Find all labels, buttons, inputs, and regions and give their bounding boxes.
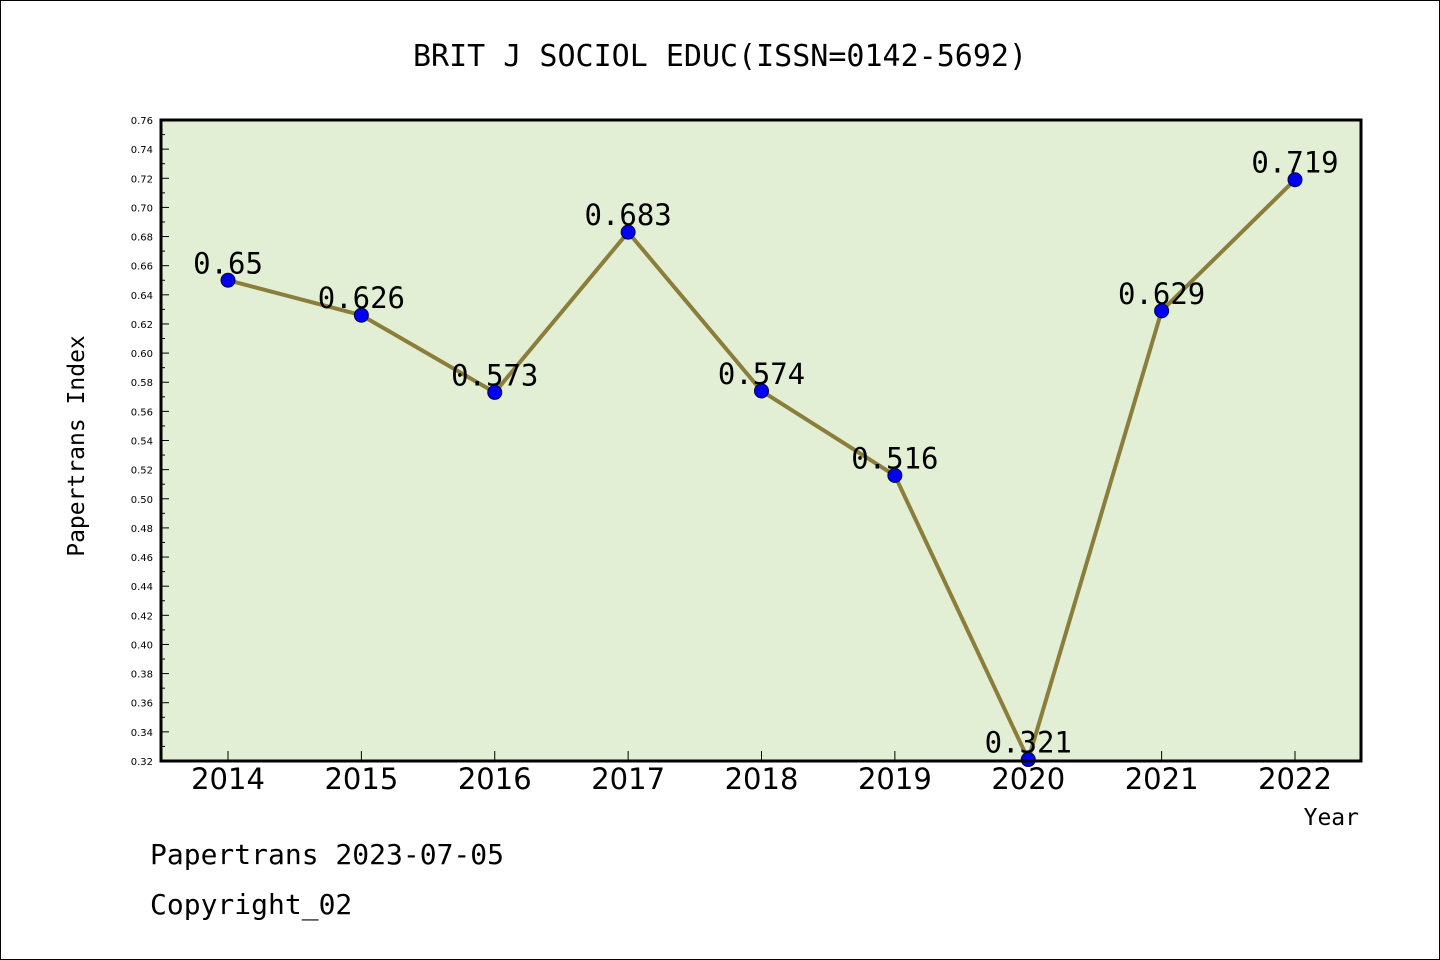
y-tick-label: 0.38 [131, 670, 153, 681]
y-tick-label: 0.70 [131, 203, 153, 214]
marker-group [220, 172, 1303, 768]
data-point-marker [620, 224, 636, 240]
y-axis: 0.32 0.34 0.36 0.38 0.40 0.42 0.44 0.46 0.48 0.50… [131, 116, 169, 768]
data-point-marker [487, 384, 503, 400]
data-label: 0.516 [851, 441, 938, 475]
y-tick-label: 0.72 [131, 174, 153, 185]
data-point-marker [353, 307, 369, 323]
data-point-marker [754, 383, 769, 399]
y-axis-label: Papertrans Index [64, 335, 90, 557]
x-tick-label: 2014 [191, 762, 265, 796]
y-tick-label: 0.40 [131, 640, 153, 651]
y-tick-label: 0.54 [131, 437, 153, 448]
data-point-marker [220, 272, 236, 288]
y-tick-label: 0.56 [131, 407, 153, 418]
x-axis-label: Year [1304, 805, 1359, 831]
y-tick-label: 0.34 [131, 728, 153, 739]
y-tick-label: 0.42 [131, 611, 153, 622]
footer-date: Papertrans 2023-07-05 [150, 838, 504, 871]
y-tick-label: 0.60 [131, 349, 153, 360]
data-label: 0.573 [451, 358, 538, 392]
y-tick-label: 0.68 [131, 233, 153, 244]
x-axis: 2014 2015 2016 2017 2018 2019 2020 2021 2022 [191, 751, 1332, 796]
data-label: 0.65 [193, 246, 263, 280]
data-point-marker [1154, 303, 1170, 319]
chart-title: BRIT J SOCIOL EDUC(ISSN=0142-5692) [413, 39, 1027, 74]
y-tick-label: 0.52 [131, 466, 153, 477]
x-tick-label: 2018 [725, 762, 799, 796]
data-label: 0.321 [985, 726, 1072, 760]
y-tick-label: 0.36 [131, 699, 153, 710]
data-point-marker [1287, 172, 1303, 188]
y-tick-label: 0.62 [131, 320, 153, 331]
data-label: 0.574 [718, 357, 805, 391]
y-tick-label: 0.66 [131, 262, 153, 273]
data-label: 0.683 [584, 198, 671, 232]
y-tick-label: 0.48 [131, 524, 153, 535]
y-tick-label: 0.46 [131, 553, 153, 564]
y-tick-label: 0.74 [131, 145, 153, 156]
x-tick-label: 2017 [591, 762, 665, 796]
data-label: 0.629 [1118, 277, 1205, 311]
y-tick-label: 0.76 [131, 116, 153, 127]
x-tick-label: 2020 [991, 762, 1065, 796]
x-tick-label: 2015 [324, 762, 398, 796]
x-tick-label: 2019 [858, 762, 932, 796]
data-label-group: 0.65 0.626 0.573 0.683 0.574 0.516 0.321 0.629 0… [193, 146, 1339, 760]
y-tick-label: 0.64 [131, 291, 153, 302]
data-label: 0.626 [318, 281, 405, 315]
x-tick-label: 2022 [1258, 762, 1332, 796]
y-tick-label: 0.44 [131, 582, 153, 593]
data-point-marker [887, 467, 903, 483]
plot-border [159, 118, 1363, 763]
y-tick-label: 0.50 [131, 495, 153, 506]
data-label: 0.719 [1251, 146, 1338, 180]
y-tick-label: 0.58 [131, 378, 153, 389]
plot-area [161, 120, 1361, 761]
y-tick-label: 0.32 [131, 757, 153, 768]
footer-copyright: Copyright_02 [150, 888, 352, 922]
x-tick-label: 2016 [458, 762, 532, 796]
x-tick-label: 2021 [1125, 762, 1199, 796]
